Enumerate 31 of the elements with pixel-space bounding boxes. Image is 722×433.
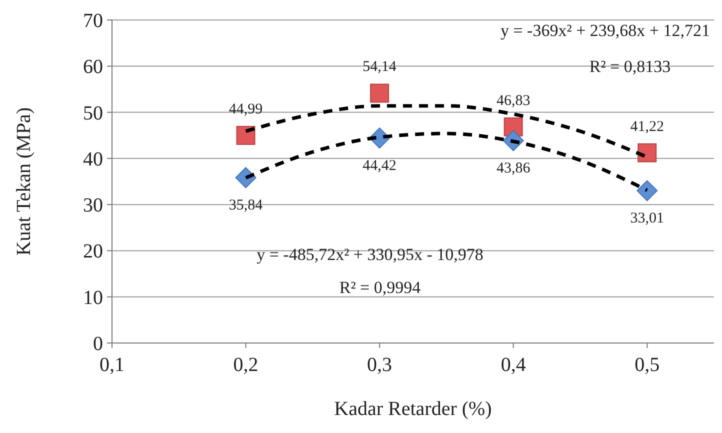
point <box>370 84 390 103</box>
annotation: R² = 0,9994 <box>339 278 422 297</box>
x-tick-label: 0,5 <box>634 354 660 376</box>
y-tick-label: 70 <box>83 10 103 32</box>
data-label: 35,84 <box>228 198 264 214</box>
x-tick-label: 0,1 <box>100 354 124 376</box>
y-axis-title: Kuat Tekan (MPa) <box>13 107 35 256</box>
annotation: y = -485,72x² + 330,95x - 10,978 <box>256 244 484 264</box>
point <box>638 143 657 162</box>
annotation: R² = 0,8133 <box>589 56 671 76</box>
y-tick-label: 40 <box>83 148 103 170</box>
x-tick-label: 0,2 <box>233 354 258 376</box>
x-axis-title: Kadar Retarder (%) <box>334 398 492 420</box>
data-label: 44,42 <box>362 158 396 174</box>
x-tick-label: 0,3 <box>367 354 392 376</box>
data-label: 33,01 <box>630 210 664 227</box>
y-tick-label: 60 <box>83 56 103 78</box>
point <box>236 126 256 145</box>
y-tick-label: 30 <box>83 194 103 217</box>
x-tick-label: 0,4 <box>500 354 526 376</box>
data-label: 41,22 <box>630 118 664 135</box>
data-label: 54,14 <box>362 59 397 76</box>
y-tick-label: 0 <box>93 333 103 355</box>
data-label: 46,83 <box>496 92 530 109</box>
point <box>636 180 658 202</box>
annotation: y = -369x² + 239,68x + 12,721 <box>500 20 710 40</box>
y-tick-label: 10 <box>83 286 103 309</box>
data-label: 43,86 <box>496 160 531 177</box>
y-tick-label: 50 <box>83 102 103 124</box>
y-tick-label: 20 <box>83 240 103 263</box>
data-label: 44,99 <box>228 101 263 118</box>
